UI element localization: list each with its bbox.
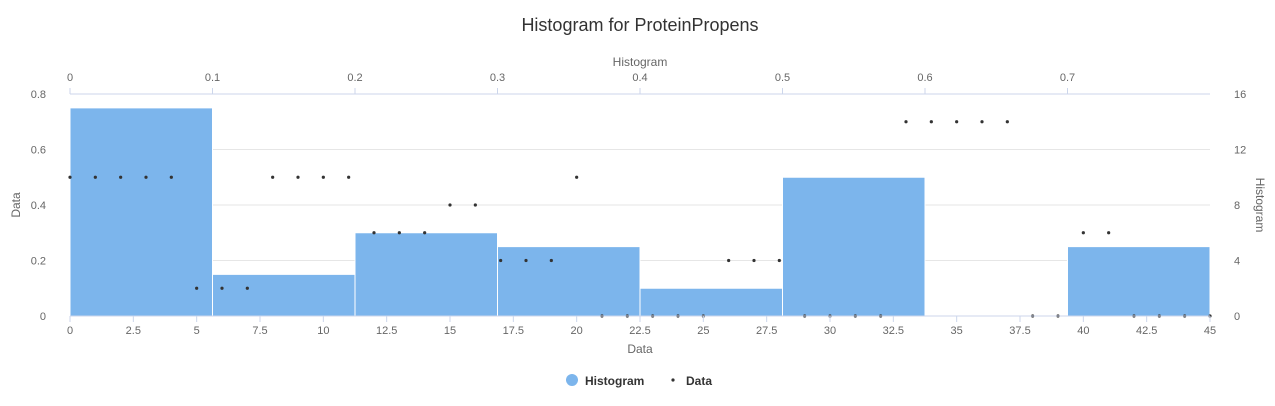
- data-point: [1107, 231, 1111, 235]
- y-left-tick-label: 0: [40, 311, 46, 323]
- data-point: [1081, 231, 1085, 235]
- histogram-bar: [1067, 246, 1211, 317]
- x-bottom-tick-label: 0: [67, 325, 73, 337]
- data-point: [195, 286, 199, 290]
- x-axis-bottom-ticks: 0 2.5 5 7.5 10 12.5 15 17.5 20 22.5 25 27.5 30 32.5 35…: [67, 316, 1216, 337]
- data-point: [372, 231, 376, 235]
- data-point: [727, 258, 731, 263]
- legend-data-symbol: [671, 378, 675, 382]
- x-bottom-tick-label: 42.5: [1136, 325, 1157, 337]
- chart-title: Histogram for ProteinPropens: [521, 15, 758, 35]
- data-point: [499, 258, 503, 263]
- x-bottom-tick-label: 10: [317, 325, 329, 337]
- data-point: [245, 286, 249, 290]
- legend-item-data[interactable]: Data: [671, 374, 712, 388]
- y-left-tick-label: 0.4: [31, 200, 46, 212]
- x-bottom-tick-label: 12.5: [376, 325, 397, 337]
- y-left-tick-label: 0.2: [31, 256, 46, 268]
- data-point: [448, 203, 452, 207]
- x-bottom-tick-label: 22.5: [629, 325, 650, 337]
- data-point: [777, 258, 781, 263]
- legend-histogram-label: Histogram: [585, 374, 644, 388]
- y-axis-left-title: Data: [9, 192, 23, 218]
- x-top-tick-label: 0.1: [205, 72, 220, 84]
- y-right-tick-label: 4: [1234, 256, 1240, 268]
- x-bottom-tick-label: 40: [1077, 325, 1089, 337]
- y-left-tick-label: 0.6: [31, 145, 46, 157]
- x-bottom-tick-label: 20: [571, 325, 583, 337]
- y-right-tick-label: 16: [1234, 89, 1246, 101]
- data-points: [68, 120, 1212, 318]
- data-point: [296, 175, 300, 179]
- data-point: [119, 175, 123, 179]
- x-top-tick-label: 0.4: [632, 72, 647, 84]
- data-point: [397, 231, 401, 235]
- legend-item-histogram[interactable]: Histogram: [566, 374, 644, 388]
- histogram-bar: [69, 107, 213, 317]
- data-point: [980, 120, 984, 124]
- x-bottom-tick-label: 25: [697, 325, 709, 337]
- x-top-tick-label: 0.3: [490, 72, 505, 84]
- x-top-tick-label: 0.6: [917, 72, 932, 84]
- y-right-tick-label: 12: [1234, 145, 1246, 157]
- data-point: [752, 258, 756, 263]
- data-point: [1005, 120, 1009, 124]
- data-point: [423, 231, 427, 235]
- x-axis-top-title: Histogram: [613, 55, 668, 69]
- x-top-tick-label: 0.7: [1060, 72, 1075, 84]
- data-point: [68, 175, 72, 179]
- data-point: [904, 120, 908, 124]
- legend-histogram-symbol: [566, 374, 578, 386]
- legend-data-label: Data: [686, 374, 712, 388]
- x-bottom-tick-label: 2.5: [126, 325, 141, 337]
- data-point: [347, 175, 351, 179]
- histogram-bars: [69, 107, 1211, 317]
- x-bottom-tick-label: 30: [824, 325, 836, 337]
- data-point: [321, 175, 325, 179]
- data-point: [169, 175, 173, 179]
- x-bottom-tick-label: 17.5: [503, 325, 524, 337]
- y-right-tick-label: 8: [1234, 200, 1240, 212]
- histogram-bar: [782, 176, 926, 317]
- x-top-tick-label: 0: [67, 72, 73, 84]
- y-right-tick-label: 0: [1234, 311, 1240, 323]
- histogram-bar: [354, 232, 498, 317]
- histogram-bar: [497, 246, 641, 317]
- data-point: [144, 175, 148, 179]
- x-bottom-tick-label: 35: [951, 325, 963, 337]
- x-bottom-tick-label: 27.5: [756, 325, 777, 337]
- x-bottom-tick-label: 32.5: [883, 325, 904, 337]
- y-left-tick-label: 0.8: [31, 89, 46, 101]
- x-bottom-tick-label: 15: [444, 325, 456, 337]
- y-axis-right-ticks: 0 4 8 12 16: [1234, 89, 1246, 323]
- data-point: [220, 286, 224, 290]
- data-point: [524, 258, 528, 263]
- data-point: [575, 175, 579, 179]
- data-point: [549, 258, 553, 263]
- grid-lines: [70, 93, 1210, 261]
- histogram-bar: [212, 273, 356, 317]
- x-axis-top-ticks: 0 0.1 0.2 0.3 0.4 0.5 0.6 0.7: [67, 72, 1075, 94]
- x-top-tick-label: 0.2: [347, 72, 362, 84]
- data-point: [955, 120, 959, 124]
- legend: Histogram Data: [566, 374, 712, 388]
- data-point: [93, 175, 97, 179]
- x-bottom-tick-label: 45: [1204, 325, 1216, 337]
- data-point: [473, 203, 477, 207]
- histogram-bar: [639, 287, 783, 317]
- x-bottom-tick-label: 37.5: [1009, 325, 1030, 337]
- data-point: [271, 175, 275, 179]
- data-point: [929, 120, 933, 124]
- x-axis-bottom-title: Data: [627, 342, 653, 356]
- x-top-tick-label: 0.5: [775, 72, 790, 84]
- x-bottom-tick-label: 7.5: [252, 325, 267, 337]
- y-axis-right-title: Histogram: [1253, 178, 1267, 233]
- x-bottom-tick-label: 5: [194, 325, 200, 337]
- y-axis-left-ticks: 0 0.2 0.4 0.6 0.8: [31, 89, 46, 323]
